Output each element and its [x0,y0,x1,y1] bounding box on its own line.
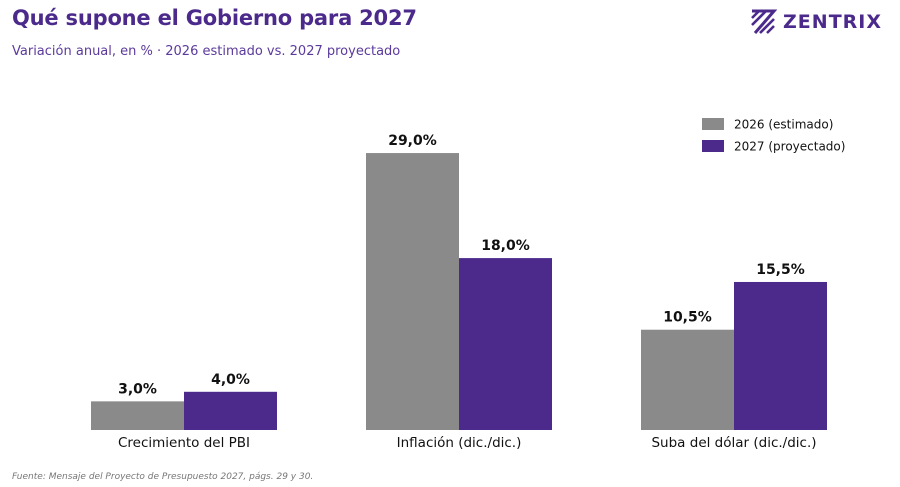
bar-2026-1 [366,153,459,431]
x-tick-label: Crecimiento del PBI [118,435,250,451]
bar-2027-1 [459,258,552,430]
legend-swatch-2027 [702,140,724,152]
bar-2027-0 [184,391,277,430]
data-label: 18,0% [481,238,530,254]
chart-title: Qué supone el Gobierno para 2027 [12,6,417,30]
legend-label: 2027 (proyectado) [734,140,845,154]
data-label: 3,0% [118,381,157,397]
data-label: 10,5% [663,310,712,326]
bar-2027-2 [734,281,827,430]
bar-2026-0 [91,401,184,430]
zentrix-z-logo-icon [749,8,778,36]
x-tick-label: Suba del dólar (dic./dic.) [651,435,816,451]
bar-2026-2 [641,329,734,430]
x-tick-label: Inflación (dic./dic.) [397,435,522,451]
legend-swatch-2026 [702,118,724,130]
data-label: 29,0% [388,133,437,149]
brand-logo: ZENTRIX [749,8,882,36]
data-label: 15,5% [756,262,805,278]
data-label: 4,0% [211,372,250,388]
legend-label: 2026 (estimado) [734,118,833,132]
brand-name: ZENTRIX [783,11,882,33]
source-footnote: Fuente: Mensaje del Proyecto de Presupue… [12,472,314,482]
chart-subtitle: Variación anual, en % · 2026 estimado vs… [12,44,401,59]
